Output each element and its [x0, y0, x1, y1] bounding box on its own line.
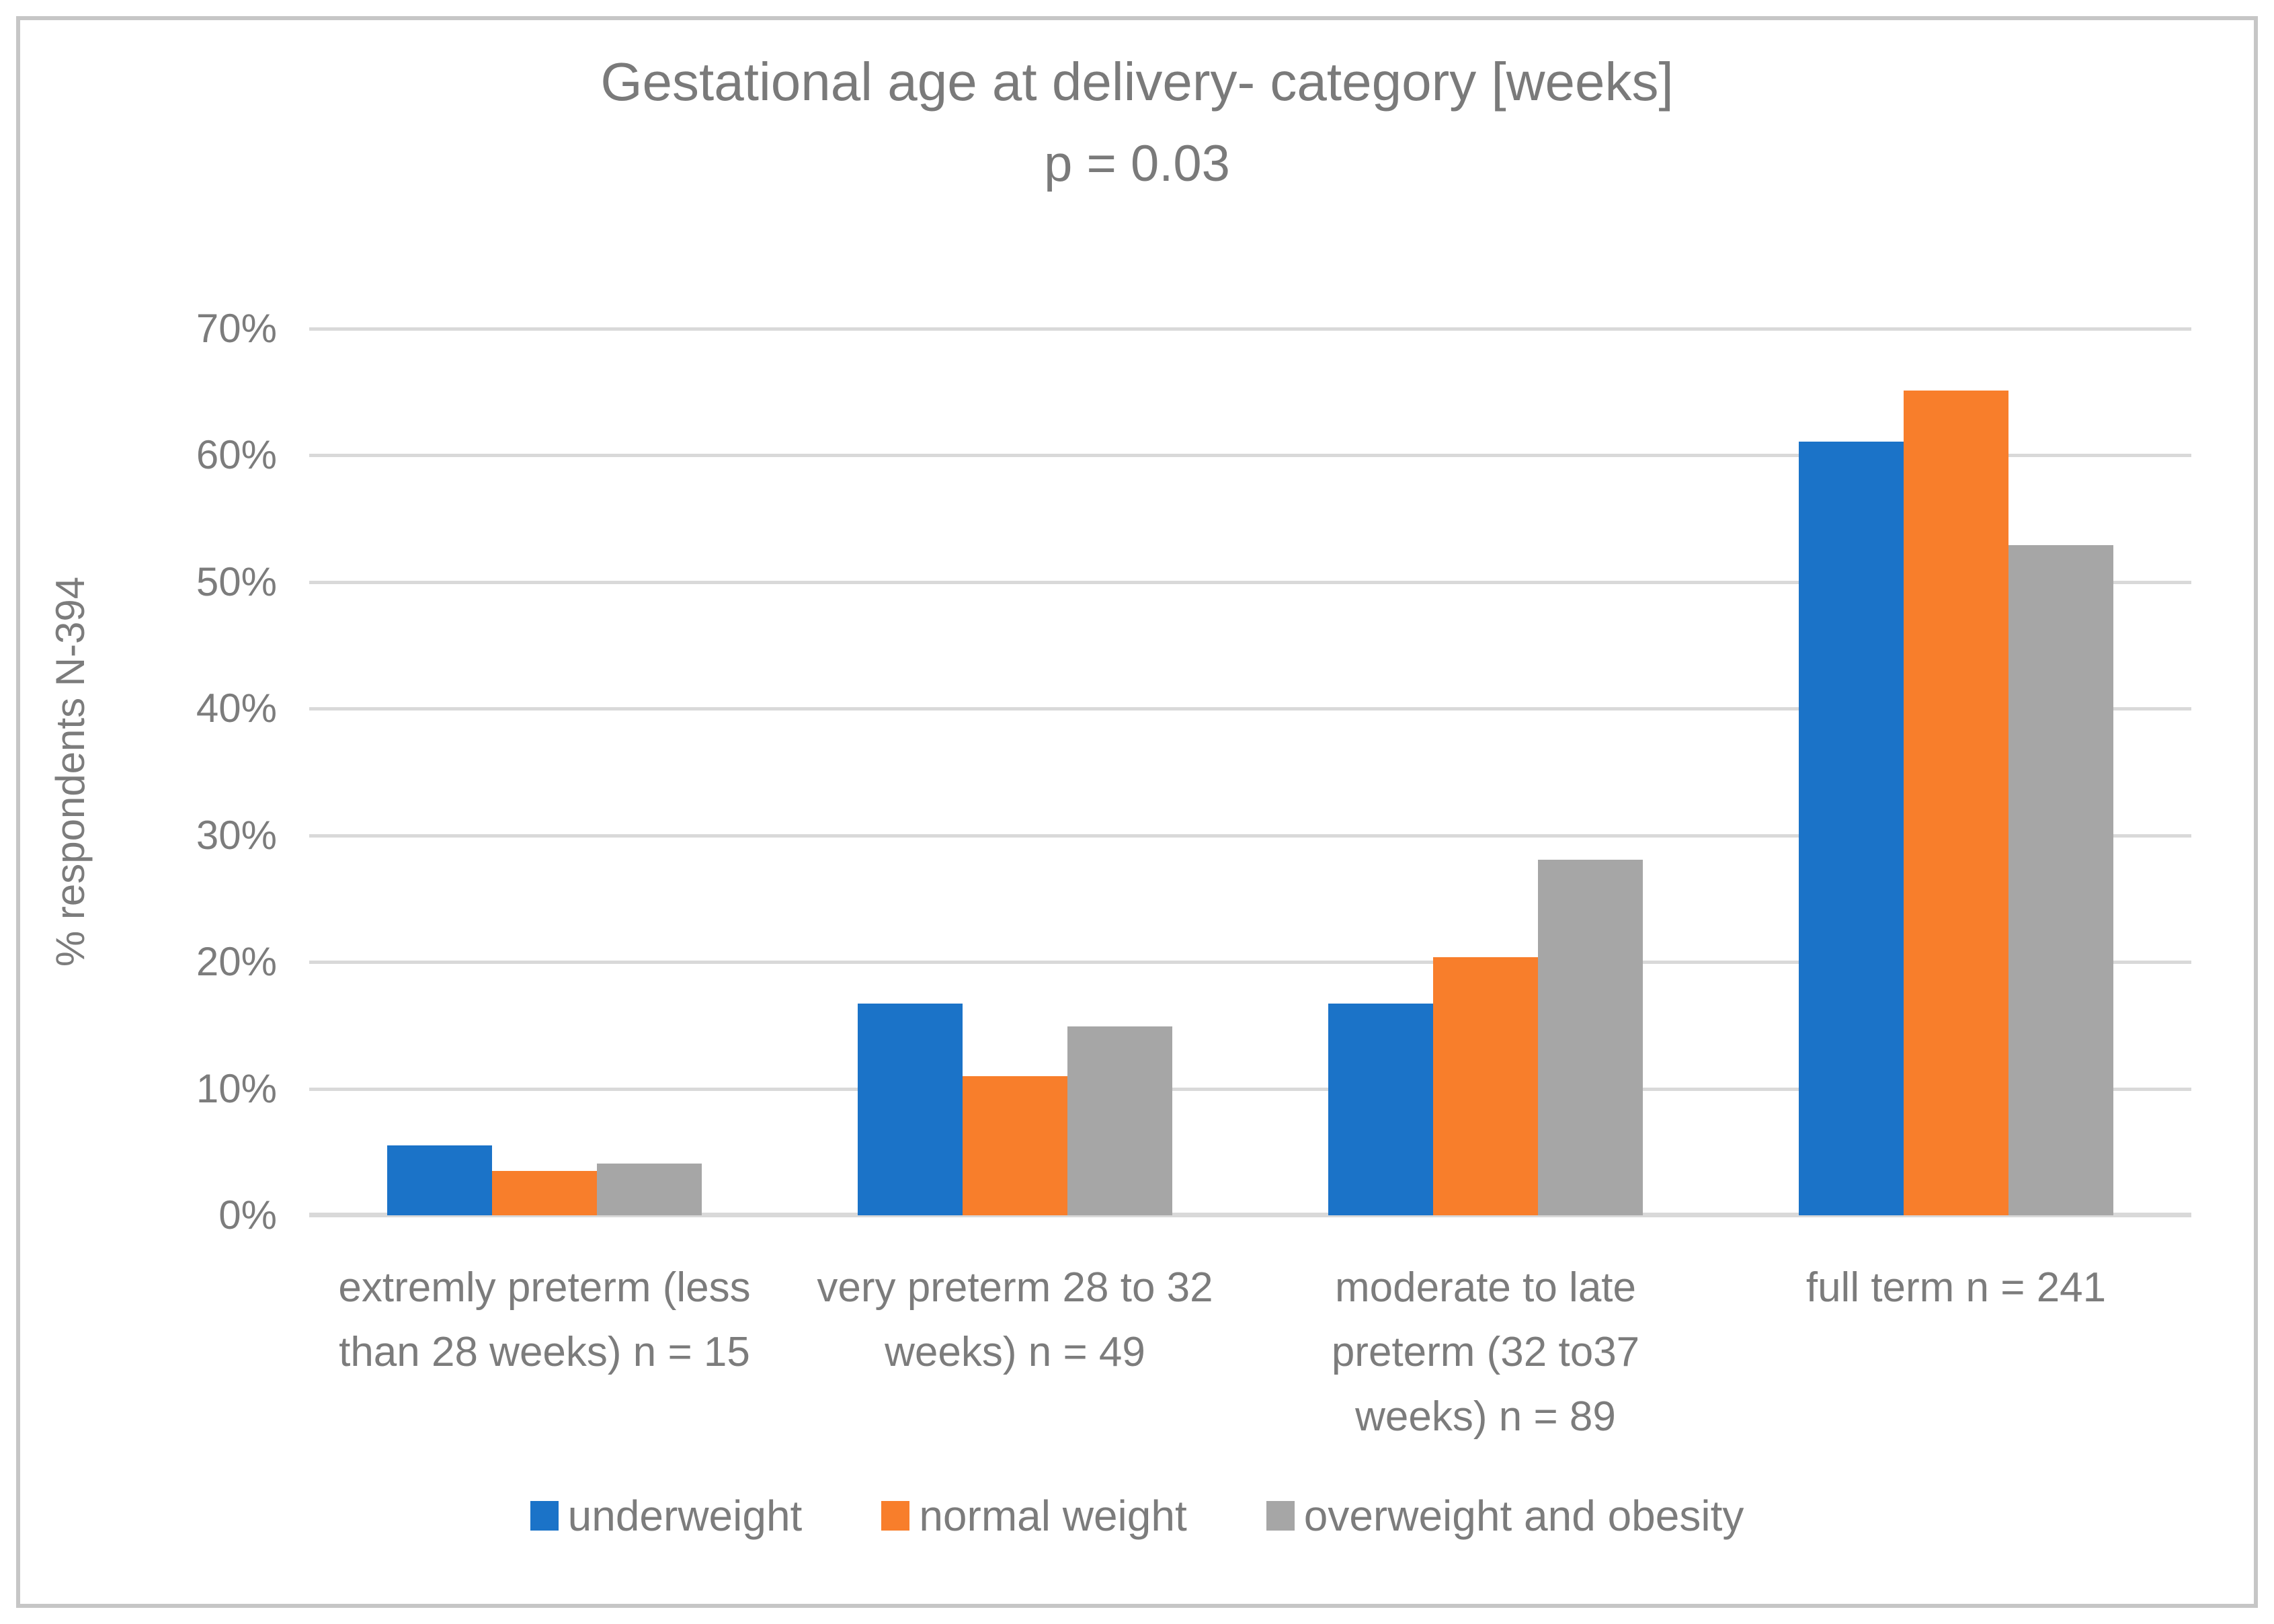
legend: underweight normal weight overweight and o… — [0, 1491, 2274, 1541]
bar-underweight — [1799, 441, 1904, 1215]
gridline — [309, 580, 2191, 584]
y-axis-tick-labels: 0% 10% 20% 30% 40% 50% 60% 70% — [0, 309, 289, 1235]
bar-group — [309, 329, 780, 1215]
chart-title-block: Gestational age at delivery- category [w… — [0, 50, 2274, 194]
category-label-line: weeks) n = 89 — [1355, 1393, 1616, 1440]
bar-normal-weight — [1904, 391, 2008, 1215]
y-tick-label: 30% — [196, 812, 277, 858]
category-label: full term n = 241 — [1721, 1256, 2191, 1449]
legend-label: overweight and obesity — [1303, 1492, 1744, 1540]
y-tick-label: 40% — [196, 686, 277, 731]
bar-overweight-and-obesity — [2008, 545, 2113, 1215]
gridline — [309, 454, 2191, 458]
category-label-line: extremly preterm (less — [338, 1264, 751, 1311]
category-label: very preterm 28 to 32 weeks) n = 49 — [780, 1256, 1250, 1449]
legend-item-underweight: underweight — [530, 1491, 803, 1541]
y-tick-label: 0% — [218, 1192, 277, 1237]
bar-overweight-and-obesity — [597, 1163, 702, 1215]
legend-swatch-icon — [881, 1501, 910, 1531]
legend-label: normal weight — [919, 1492, 1187, 1540]
category-label-line: preterm (32 to37 — [1331, 1329, 1640, 1376]
bar-normal-weight — [492, 1171, 597, 1215]
gridline — [309, 707, 2191, 711]
bar-groups — [309, 329, 2191, 1215]
bar-group — [1250, 329, 1721, 1215]
category-label: extremly preterm (less than 28 weeks) n =… — [309, 1256, 780, 1449]
category-label: moderate to late preterm (32 to37 weeks) n… — [1250, 1256, 1721, 1449]
plot-area — [309, 327, 2191, 1217]
category-label-line: weeks) n = 49 — [885, 1329, 1145, 1376]
gridline — [309, 961, 2191, 965]
y-tick-label: 10% — [196, 1065, 277, 1111]
legend-swatch-icon — [530, 1501, 559, 1531]
category-label-line: than 28 weeks) n = 15 — [339, 1329, 750, 1376]
legend-item-normal-weight: normal weight — [881, 1491, 1187, 1541]
y-tick-label: 70% — [196, 306, 277, 351]
bar-group — [780, 329, 1250, 1215]
x-axis-category-labels: extremly preterm (less than 28 weeks) n =… — [309, 1256, 2191, 1449]
bar-overweight-and-obesity — [1538, 859, 1643, 1215]
y-tick-label: 60% — [196, 432, 277, 478]
legend-label: underweight — [567, 1492, 803, 1540]
legend-item-overweight-and-obesity: overweight and obesity — [1266, 1491, 1744, 1541]
bar-underweight — [387, 1145, 492, 1215]
x-axis-line — [309, 1213, 2191, 1217]
bar-overweight-and-obesity — [1067, 1026, 1172, 1215]
bar-underweight — [1328, 1004, 1433, 1215]
category-label-line: moderate to late — [1334, 1264, 1637, 1311]
category-label-line: very preterm 28 to 32 — [817, 1264, 1213, 1311]
bar-normal-weight — [1433, 957, 1538, 1215]
category-label-line: full term n = 241 — [1805, 1264, 2107, 1311]
bar-underweight — [858, 1004, 963, 1215]
chart-title: Gestational age at delivery- category [w… — [600, 52, 1674, 112]
legend-swatch-icon — [1266, 1501, 1295, 1531]
gridline — [309, 1087, 2191, 1091]
chart-subtitle: p = 0.03 — [1044, 135, 1230, 192]
bar-group — [1721, 329, 2191, 1215]
gridline — [309, 834, 2191, 838]
y-tick-label: 50% — [196, 559, 277, 604]
bar-normal-weight — [963, 1075, 1067, 1215]
y-tick-label: 20% — [196, 939, 277, 985]
gridline — [309, 327, 2191, 331]
